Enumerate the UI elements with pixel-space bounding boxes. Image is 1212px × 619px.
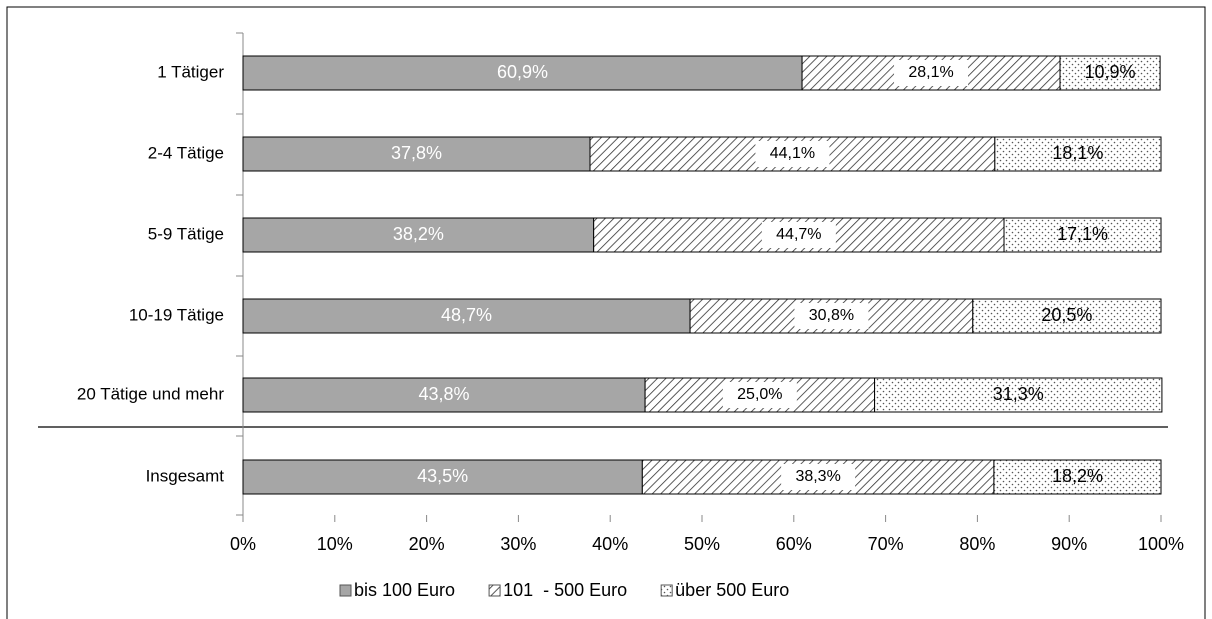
legend-swatch xyxy=(660,584,673,597)
value-label: 44,1% xyxy=(770,145,815,162)
label-background xyxy=(761,222,836,248)
x-tick-label: 100% xyxy=(1138,534,1184,554)
value-label: 38,2% xyxy=(393,224,444,244)
value-label: 38,3% xyxy=(795,468,840,485)
bar-segment xyxy=(1059,55,1161,91)
x-tick-label: 70% xyxy=(868,534,904,554)
x-tick-label: 0% xyxy=(230,534,256,554)
label-background xyxy=(755,141,830,167)
value-label: 10,9% xyxy=(1085,62,1136,82)
value-label: 60,9% xyxy=(497,62,548,82)
legend-swatch xyxy=(488,584,501,597)
value-label: 30,8% xyxy=(809,307,854,324)
bar-segment xyxy=(994,136,1162,172)
category-label: 5-9 Tätige xyxy=(148,224,224,243)
category-label: 20 Tätige und mehr xyxy=(77,384,224,403)
bar-segment xyxy=(993,459,1162,495)
x-tick-label: 40% xyxy=(592,534,628,554)
category-label: 1 Tätiger xyxy=(157,62,224,81)
value-label: 18,1% xyxy=(1052,143,1103,163)
value-label: 43,8% xyxy=(419,384,470,404)
label-background xyxy=(781,464,856,490)
x-tick-label: 80% xyxy=(959,534,995,554)
label-background xyxy=(894,60,969,86)
value-label: 43,5% xyxy=(417,466,468,486)
frame xyxy=(6,6,1206,619)
category-label: 2-4 Tätige xyxy=(148,143,224,162)
x-tick-label: 10% xyxy=(317,534,353,554)
label-background xyxy=(794,303,869,329)
bar-segment xyxy=(242,217,595,253)
legend-swatch xyxy=(339,584,352,597)
value-label: 17,1% xyxy=(1057,224,1108,244)
x-tick-label: 50% xyxy=(684,534,720,554)
category-label: Insgesamt xyxy=(146,466,225,485)
bar-segment xyxy=(242,136,591,172)
value-label: 44,7% xyxy=(776,226,821,243)
x-tick-label: 20% xyxy=(409,534,445,554)
legend-label: 101 - 500 Euro xyxy=(503,580,627,600)
bar-segment xyxy=(1003,217,1162,253)
label-background xyxy=(722,382,797,408)
x-tick-label: 60% xyxy=(776,534,812,554)
value-label: 25,0% xyxy=(737,386,782,403)
value-label: 31,3% xyxy=(993,384,1044,404)
value-label: 48,7% xyxy=(441,305,492,325)
bar-segment xyxy=(874,377,1163,413)
legend-label: bis 100 Euro xyxy=(354,580,455,600)
value-label: 37,8% xyxy=(391,143,442,163)
bar-segment xyxy=(972,298,1162,334)
x-tick-label: 90% xyxy=(1051,534,1087,554)
category-label: 10-19 Tätige xyxy=(129,305,224,324)
x-tick-label: 30% xyxy=(500,534,536,554)
value-label: 28,1% xyxy=(908,64,953,81)
value-label: 18,2% xyxy=(1052,466,1103,486)
value-label: 20,5% xyxy=(1041,305,1092,325)
bar-segment xyxy=(242,377,646,413)
legend-label: über 500 Euro xyxy=(675,580,789,600)
